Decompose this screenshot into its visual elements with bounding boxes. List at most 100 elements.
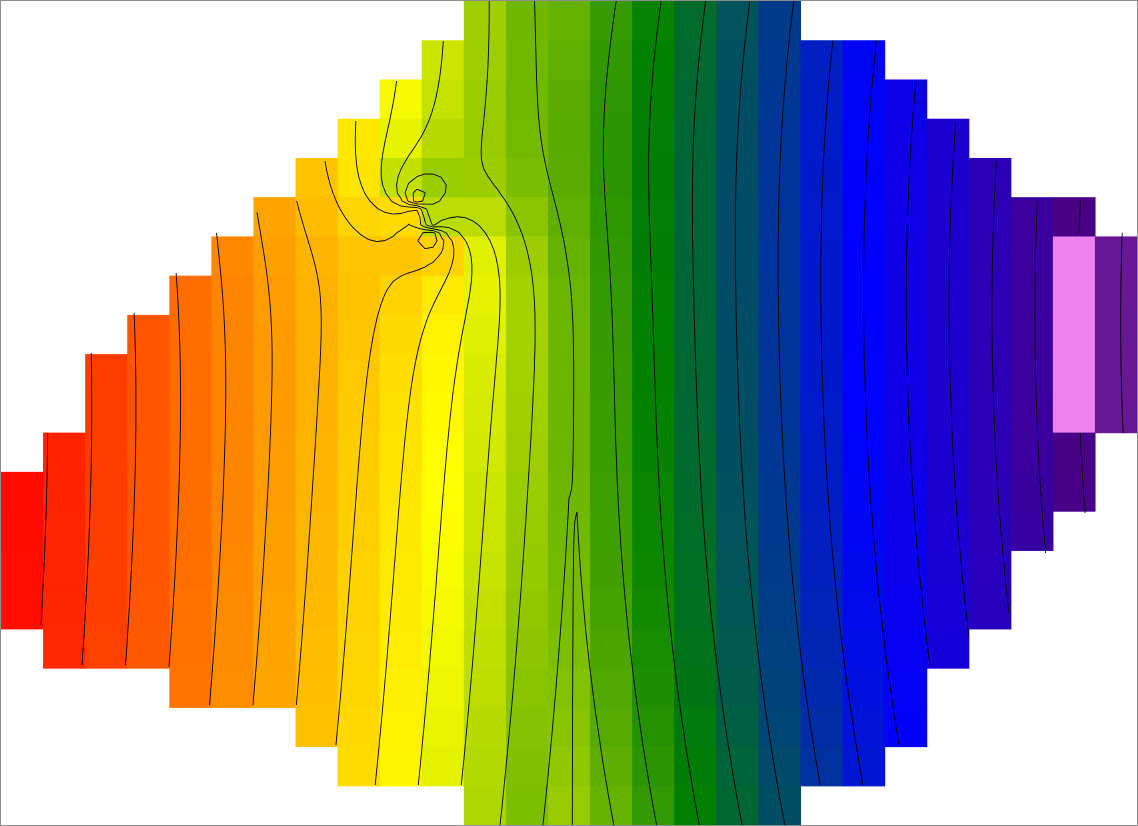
heatmap-cell — [169, 628, 212, 669]
heatmap-cell — [253, 236, 297, 277]
heatmap-cell — [421, 589, 465, 630]
heatmap-cell — [632, 354, 675, 394]
heatmap-cell — [1094, 354, 1137, 394]
heatmap-cell — [716, 511, 759, 551]
contour-line — [81, 352, 93, 666]
heatmap-cell — [674, 471, 717, 512]
heatmap-cell — [463, 157, 507, 198]
heatmap-cell — [758, 511, 801, 551]
heatmap-cell — [800, 471, 844, 512]
contour-line — [252, 212, 273, 706]
heatmap-cell — [1094, 236, 1137, 277]
heatmap-cell — [842, 471, 886, 512]
heatmap-cell — [379, 314, 423, 355]
heatmap-cell — [169, 511, 212, 551]
heatmap-cell — [337, 197, 381, 238]
heatmap-cell — [926, 511, 970, 551]
contour-line — [412, 1, 615, 825]
heatmap-cell — [800, 79, 844, 120]
contour-line — [602, 1, 658, 825]
heatmap-cell — [505, 511, 549, 551]
heatmap-cell — [632, 432, 675, 473]
heatmap-cell — [716, 746, 759, 787]
heatmap-cell — [463, 40, 507, 81]
heatmap-cell — [968, 393, 1012, 434]
heatmap-cell — [1094, 314, 1137, 355]
heatmap-cell — [674, 432, 717, 473]
heatmap-cell — [253, 511, 297, 551]
heatmap-cell — [1052, 471, 1096, 512]
heatmap-cell — [85, 354, 128, 394]
heatmap-cell — [169, 668, 212, 708]
heatmap-cell — [169, 393, 212, 434]
heatmap-cell — [253, 668, 297, 708]
heatmap-cell — [968, 275, 1012, 316]
heatmap-cell — [547, 1, 591, 41]
heatmap-cell — [968, 432, 1012, 473]
heatmap-cell — [590, 746, 633, 787]
contour-line — [905, 80, 931, 666]
heatmap-cell — [379, 707, 423, 748]
heatmap-cell — [337, 471, 381, 512]
heatmap-cell — [590, 354, 633, 394]
heatmap-cell — [337, 589, 381, 630]
heatmap-cell — [505, 707, 549, 748]
heatmap-cell — [884, 118, 928, 159]
heatmap-cell — [716, 628, 759, 669]
heatmap-cell — [547, 628, 591, 669]
heatmap-cell — [421, 314, 465, 355]
heatmap-cell — [800, 275, 844, 316]
heatmap-cell — [926, 157, 970, 198]
heatmap-cell — [337, 707, 381, 748]
heatmap-cell — [295, 668, 339, 708]
heatmap-cell — [43, 550, 86, 591]
heatmap-cell — [337, 746, 381, 787]
heatmap-cell — [505, 40, 549, 81]
heatmap-cell — [842, 668, 886, 708]
heatmap-cell — [590, 79, 633, 120]
heatmap-cell — [884, 628, 928, 669]
heatmap-cell — [884, 393, 928, 434]
heatmap-cell — [1, 550, 44, 591]
heatmap-cell — [463, 550, 507, 591]
heatmap-cell — [379, 550, 423, 591]
heatmap-cell — [211, 511, 255, 551]
heatmap-cell — [758, 746, 801, 787]
heatmap-cell — [337, 118, 381, 159]
heatmap-cell — [211, 393, 255, 434]
heatmap-cell — [379, 79, 423, 120]
heatmap-cell — [590, 511, 633, 551]
heatmap-cell — [842, 707, 886, 748]
contour-line — [396, 40, 501, 786]
contour-line — [324, 160, 445, 746]
heatmap-cell — [1010, 432, 1054, 473]
heatmap-cell — [800, 668, 844, 708]
heatmap-cell — [337, 511, 381, 551]
heatmap-cell — [716, 314, 759, 355]
heatmap-cell — [590, 197, 633, 238]
contour-line — [404, 1, 536, 825]
heatmap-cell — [547, 197, 591, 238]
heatmap-cell — [884, 707, 928, 748]
contour-line — [295, 200, 438, 706]
heatmap-cell — [337, 628, 381, 669]
heatmap-cell — [295, 314, 339, 355]
contour-line — [1078, 200, 1086, 514]
heatmap-cell — [758, 197, 801, 238]
heatmap-cell — [716, 707, 759, 748]
heatmap-cell — [547, 511, 591, 551]
heatmap-cell — [590, 432, 633, 473]
heatmap-cell — [632, 275, 675, 316]
heatmap-cell — [758, 707, 801, 748]
heatmap-cell — [295, 511, 339, 551]
heatmap-cell — [674, 550, 717, 591]
heatmap-cell — [505, 550, 549, 591]
heatmap-cell — [379, 393, 423, 434]
heatmap-cell — [127, 628, 170, 669]
contour-layer — [40, 1, 1124, 825]
heatmap-cell — [295, 550, 339, 591]
contour-line — [168, 272, 182, 667]
contour-line — [948, 120, 970, 637]
heatmap-cell — [1010, 197, 1054, 238]
